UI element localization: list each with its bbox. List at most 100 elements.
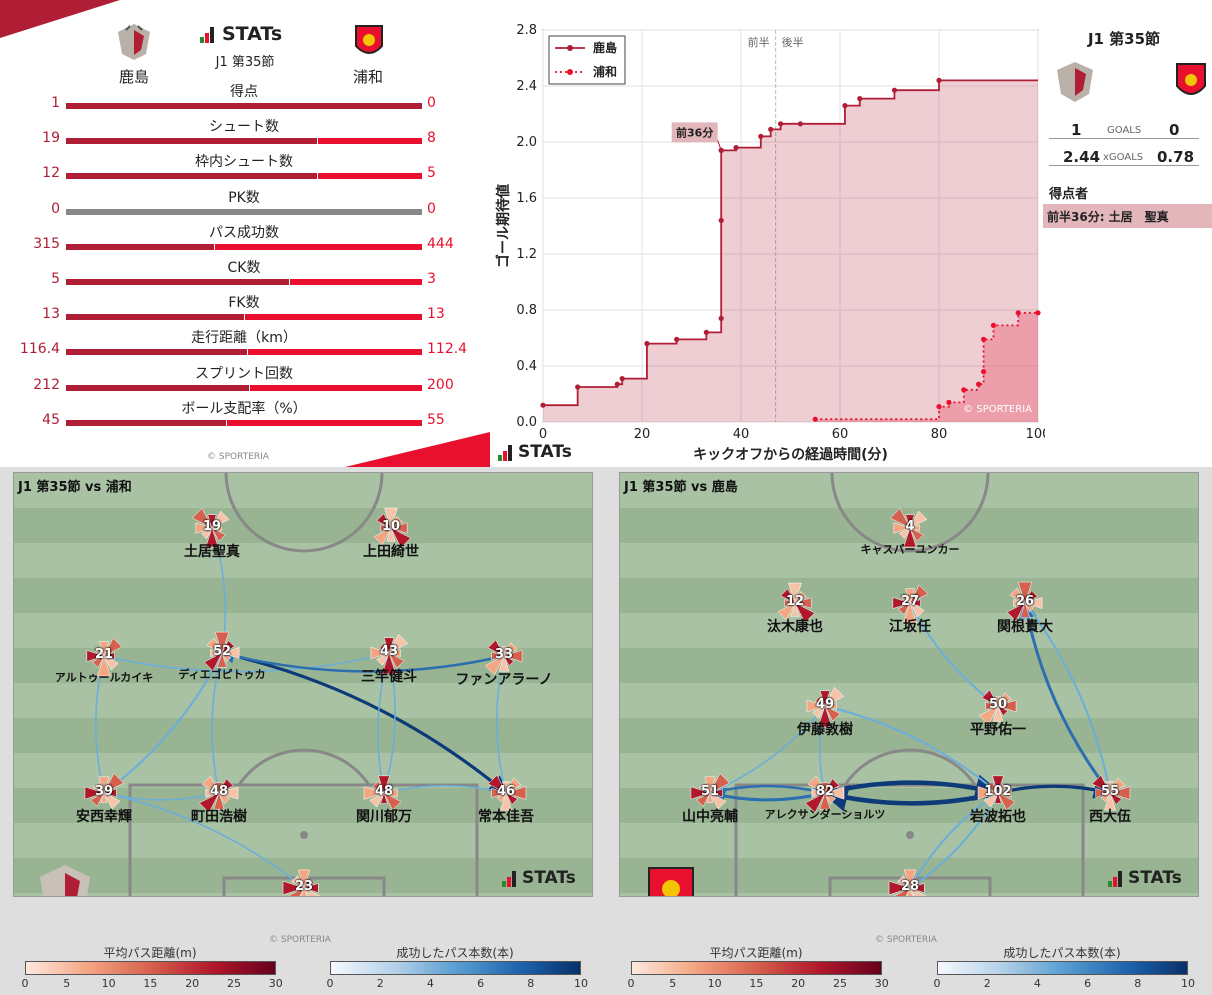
pitch-title: J1 第35節 vs 鹿島 [624, 480, 738, 495]
pitch-brand-text: STATs [1128, 868, 1182, 888]
dist-legend-bar [25, 961, 276, 975]
player-name: 町田浩樹 [191, 809, 247, 825]
home-pitch: 19 土居聖真 10 上田綺世 21 アルトゥールカイキ 52 ディエゴピトゥカ 43 三竿健斗 3… [13, 472, 593, 897]
player-name: 山中亮輔 [682, 809, 738, 825]
series-point-0 [703, 329, 709, 335]
series-point-1 [936, 404, 942, 410]
stat-label: 走行距離（km） [191, 330, 297, 347]
player-node [1006, 581, 1043, 622]
stat-bar-home [66, 138, 317, 145]
y-tick-label: 2.0 [516, 135, 537, 150]
stat-bar-home [66, 243, 214, 250]
pass-arrow [1018, 600, 1112, 794]
xg-chart: 0 20 40 60 80 100 0.0 0.4 0.8 1.2 1.6 2.0 2.4 2.8 前半後半… [490, 0, 1050, 467]
stat-bar-away [227, 419, 422, 426]
goals-away: 0 [1169, 121, 1180, 139]
dist-legend-title: 平均パス距離(m) [103, 946, 197, 960]
pass-arrow [221, 651, 509, 796]
player-node [487, 774, 527, 811]
home-pitch-copyright: © SPORTERIA [269, 935, 331, 945]
player-node [373, 507, 412, 549]
player-number: 50 [988, 697, 1008, 712]
player-name: 関根貴大 [997, 619, 1053, 635]
stat-bar-home [66, 419, 227, 426]
y-tick-label: 2.8 [516, 23, 537, 38]
stat-label: 枠内シュート数 [195, 154, 293, 171]
dist-legend-tick: 30 [268, 977, 283, 990]
player-node [86, 637, 123, 677]
player-name: 伊藤敦樹 [797, 722, 853, 738]
dist-legend-tick: 10 [101, 977, 116, 990]
away-crest-icon [648, 867, 694, 896]
player-name: アレクサンダーショルツ [764, 808, 886, 821]
player-node [777, 582, 816, 624]
second-half-label: 後半 [782, 35, 804, 49]
player-node [804, 775, 845, 814]
player-node [892, 584, 929, 624]
dist-legend-tick: 20 [791, 977, 806, 990]
dist-legend-bar [631, 961, 882, 975]
x-axis-label: キックオフからの経過時間(分) [693, 446, 888, 463]
stat-away-value: 112.4 [427, 341, 468, 358]
dist-legend-tick: 5 [669, 977, 677, 990]
stat-bar-home [66, 279, 289, 285]
player-number: 19 [202, 519, 222, 534]
series-point-0 [718, 315, 724, 321]
scorer-text: 前半36分: 土居 聖真 [1047, 210, 1169, 224]
stat-home-value: 12 [42, 165, 60, 182]
annotation-label: 前36分 [676, 125, 713, 139]
y-tick-label: 1.2 [516, 247, 537, 262]
player-number: 51 [700, 784, 720, 799]
stat-label: シュート数 [209, 119, 279, 136]
x-tick-label: 20 [634, 427, 651, 442]
legend-box [548, 35, 626, 85]
scorer-row: 前半36分: 土居 聖真 [1043, 204, 1212, 228]
away-pitch-copyright: © SPORTERIA [875, 935, 937, 945]
brand-bar [507, 877, 511, 887]
stat-bar-home [66, 103, 422, 109]
series-point-0 [768, 126, 774, 132]
pitch-stripe [14, 578, 592, 613]
player-number: 43 [379, 644, 399, 659]
player-node [889, 507, 928, 548]
series-point-1 [946, 399, 952, 405]
stat-away-value: 0 [427, 200, 436, 217]
series-point-0 [842, 103, 848, 109]
x-tick-label: 80 [931, 427, 948, 442]
goals-row: 1 GOALS 0 [1049, 121, 1199, 139]
stat-label: CK数 [227, 260, 261, 276]
stat-away-value: 55 [427, 411, 445, 428]
first-half-label: 前半 [748, 35, 770, 49]
xg-summary-panel: J1 第35節 1 GOALS 0 2.44 xGOALS 0.78 得点者 前… [1043, 0, 1212, 467]
player-name: 関川郁万 [356, 809, 412, 825]
stat-away-value: 444 [427, 235, 454, 252]
pass-arrow [707, 787, 826, 806]
series-point-1 [1015, 310, 1021, 316]
player-number: 27 [900, 594, 920, 609]
player-number: 26 [1015, 594, 1035, 609]
plot-frame [542, 29, 1039, 423]
series-point-1 [976, 381, 982, 387]
player-node [978, 689, 1017, 726]
away-crest-small-icon [1176, 63, 1206, 95]
pitch-stripe [14, 508, 592, 543]
xg-chart-svg: 0 20 40 60 80 100 0.0 0.4 0.8 1.2 1.6 2.0 2.4 2.8 前半後半… [495, 23, 1050, 463]
player-node [806, 686, 845, 728]
stat-label: PK数 [228, 189, 260, 206]
pass-arrow [103, 792, 306, 889]
y-tick-label: 0.4 [516, 359, 537, 374]
count-legend-tick: 4 [426, 977, 434, 990]
y-tick-label: 0.8 [516, 303, 537, 318]
stat-bar-home [66, 349, 248, 356]
player-name: 常本佳吾 [478, 809, 534, 825]
player-node [1091, 774, 1131, 811]
stat-bar-neutral [66, 208, 422, 215]
stat-home-value: 315 [33, 235, 60, 252]
pass-arrow [824, 774, 1003, 801]
brand-bar [512, 871, 516, 887]
count-legend-tick: 0 [933, 977, 941, 990]
pass-arrow [820, 785, 999, 812]
stat-bar-away [317, 138, 422, 145]
stat-away-value: 13 [427, 306, 445, 323]
series-point-0 [936, 77, 942, 83]
